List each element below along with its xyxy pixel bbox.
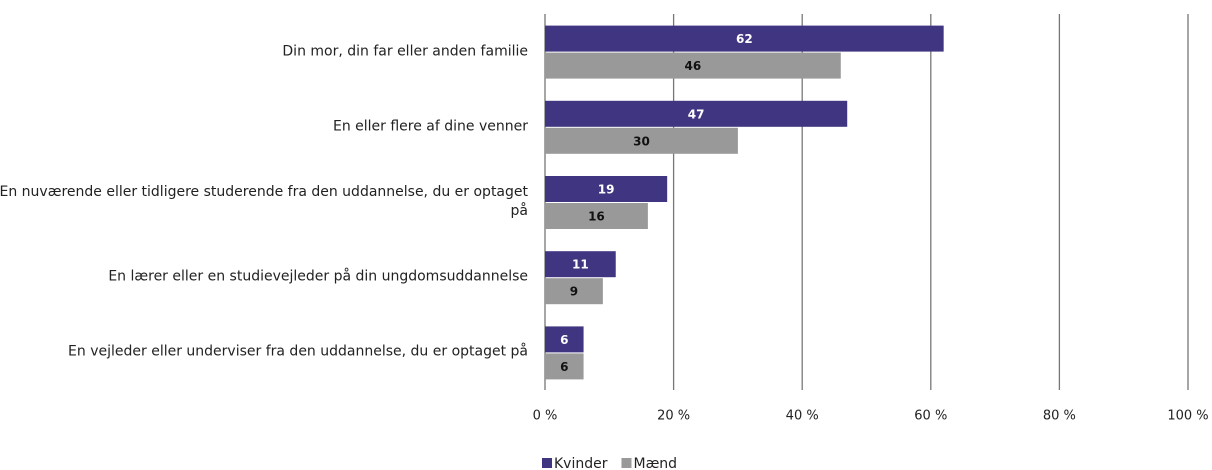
category-label: En vejleder eller underviser fra den udd… [68, 343, 528, 360]
category-label: En eller flere af dine venner [332, 118, 528, 135]
value-label: 16 [588, 210, 605, 224]
bar [545, 25, 944, 52]
value-label: 11 [572, 258, 589, 272]
category-label: En lærer eller en studievejleder på din … [108, 268, 528, 285]
category-label: Din mor, din far eller anden familie [282, 43, 528, 60]
value-label: 6 [560, 360, 568, 374]
legend-label: Kvinder [554, 456, 608, 470]
bar [545, 278, 603, 305]
legend-swatch [621, 458, 632, 468]
x-tick-label: 20 % [657, 409, 690, 424]
value-label: 19 [598, 183, 615, 197]
value-label: 47 [688, 107, 705, 121]
x-tick-label: 100 % [1167, 409, 1208, 424]
bar [545, 100, 848, 127]
bar [545, 326, 584, 353]
x-tick-label: 60 % [914, 409, 947, 424]
legend-label: Mænd [633, 456, 677, 470]
value-label: 46 [685, 59, 702, 73]
value-label: 6 [560, 333, 568, 347]
legend-swatch [542, 458, 552, 468]
value-label: 9 [570, 285, 578, 299]
bar [545, 176, 668, 202]
bar [545, 52, 841, 79]
bar [545, 127, 738, 154]
x-tick-label: 80 % [1043, 409, 1076, 424]
category-label: En nuværende eller tidligere studerende … [0, 184, 528, 219]
value-label: 62 [736, 32, 753, 46]
value-label: 30 [633, 134, 650, 148]
bar [545, 251, 616, 278]
x-tick-label: 40 % [786, 409, 819, 424]
bar [545, 203, 648, 229]
x-tick-label: 0 % [533, 409, 558, 424]
bar [545, 353, 584, 380]
